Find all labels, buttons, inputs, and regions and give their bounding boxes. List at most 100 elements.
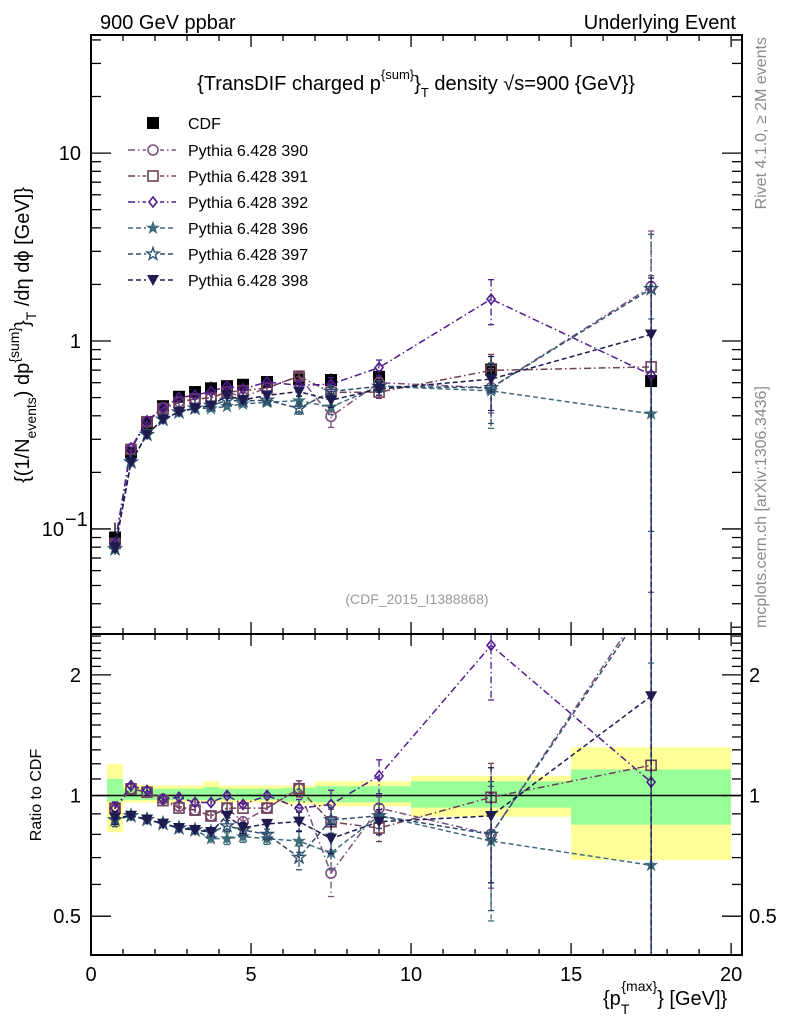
series-398-ratio-point	[237, 822, 250, 834]
series-398-ratio-point	[485, 810, 498, 822]
series-390-line	[114, 286, 652, 544]
series-396-ratio-point	[203, 831, 219, 845]
series-398-data-point	[125, 457, 138, 469]
series-392-ratio-point	[157, 792, 169, 806]
series-392-ratio-point	[173, 790, 185, 804]
y-axis-label: {(1/Nevents) dp{sum}}T /dη dϕ [GeV]}	[6, 187, 39, 483]
stat-uncertainty-band	[235, 788, 252, 800]
series-396-data-point	[219, 398, 235, 413]
series-397-data-point	[290, 399, 308, 416]
x-tick-label: 0	[85, 964, 96, 986]
series-391-ratio-point	[261, 802, 273, 814]
stat-uncertainty-band	[283, 787, 316, 802]
legend-label: Pythia 6.428 392	[188, 195, 308, 212]
series-398-data-point	[205, 400, 218, 412]
analysis-tag: (CDF_2015_I1388868)	[345, 591, 488, 607]
legend-marker	[145, 220, 161, 235]
rivet-version-text: Rivet 4.1.0, ≥ 2M events	[753, 37, 770, 209]
series-391-ratio-point	[205, 810, 217, 822]
legend: CDF Pythia 6.428 390 Pythia 6.428 391 Pythi…	[128, 116, 308, 290]
legend-item-390: Pythia 6.428 390	[128, 143, 308, 160]
series-398-ratio-point	[221, 810, 234, 822]
series-398-ratio-point	[645, 691, 658, 703]
series-398-data-point	[325, 395, 338, 407]
series-392-ratio-point	[374, 769, 385, 783]
series-398-data-point	[173, 407, 186, 419]
series-392-ratio-point	[238, 798, 249, 811]
ratio-y-tick-label-left: 2	[70, 665, 81, 687]
legend-item-398: Pythia 6.428 398	[128, 273, 308, 290]
series-392-data-point	[486, 292, 497, 306]
series-398-ratio-point	[109, 812, 122, 824]
y-tick-label: 10	[42, 519, 64, 541]
series-398	[109, 277, 658, 634]
y-tick-label: 1	[70, 331, 81, 353]
series-392-ratio-point	[222, 789, 233, 802]
legend-marker-bg	[146, 195, 160, 209]
series-392-line	[114, 298, 652, 544]
legend-item-392: Pythia 6.428 392	[128, 195, 308, 212]
series-398-ratio-point	[157, 818, 170, 830]
series-392-data-point	[125, 441, 137, 455]
y-tick-label: 10	[59, 143, 81, 165]
series-398-ratio-point	[373, 816, 386, 828]
series-397-ratio-line	[114, 634, 629, 859]
ratio-y-axis-label: Ratio to CDF	[28, 749, 45, 842]
series-397-ratio-point	[290, 848, 308, 865]
legend-label: Pythia 6.428 397	[188, 247, 308, 264]
series-396-ratio-point	[292, 833, 307, 848]
series-398-data-point	[293, 386, 306, 398]
series-398-data-point	[157, 414, 170, 426]
stat-uncertainty-band	[203, 787, 220, 800]
series-398-data-point	[141, 429, 154, 441]
ratio-y-tick-label-left: 1	[70, 786, 81, 808]
series-397-ratio-point	[482, 825, 500, 842]
series-392-ratio-line	[114, 644, 652, 809]
series-392-ratio-point	[125, 779, 137, 792]
x-tick-label: 10	[400, 964, 422, 986]
series-398-data-point	[237, 394, 250, 406]
legend-marker	[147, 275, 159, 286]
series-398-ratio-point	[325, 833, 338, 845]
stat-uncertainty-band	[107, 778, 124, 802]
ratio-y-tick-label-right: 1	[749, 786, 760, 808]
x-axis-label: {pT{max}} [GeV]}	[603, 978, 728, 1017]
series-398-ratio-point	[173, 823, 186, 835]
series-397-data-point	[258, 391, 276, 408]
x-tick-label: 5	[245, 964, 256, 986]
legend-label: CDF	[188, 116, 221, 133]
series-392-data-point	[173, 391, 185, 404]
series-398-ratio-point	[189, 824, 202, 836]
series-392-ratio-point	[486, 639, 497, 652]
legend-marker-bg	[146, 169, 160, 183]
series-390-ratio-point	[325, 867, 337, 879]
series-397-line	[114, 288, 652, 550]
series-398-data-point	[261, 390, 274, 402]
series-397-ratio-point	[218, 817, 236, 833]
legend-label: Pythia 6.428 396	[188, 221, 308, 238]
series-396	[107, 318, 659, 634]
series-398-data-point	[485, 374, 498, 386]
series-398-ratio-point	[125, 810, 138, 822]
series-391-ratio-point	[293, 782, 305, 795]
legend-marker	[147, 170, 159, 182]
series-397-ratio-point	[322, 811, 340, 827]
series-392-ratio-point	[262, 789, 273, 802]
series-396-ratio-point	[219, 831, 235, 845]
series-398-data-point	[645, 329, 658, 341]
series-392-ratio-point	[189, 796, 201, 809]
series-392-data-point	[141, 414, 153, 428]
stat-uncertainty-band	[187, 788, 204, 800]
header-left-label: 900 GeV ppbar	[100, 12, 236, 34]
series-cdf	[109, 358, 658, 555]
legend-item-396: Pythia 6.428 396	[128, 220, 308, 238]
top-panel-series	[106, 230, 660, 634]
legend-item-397: Pythia 6.428 397	[128, 245, 308, 264]
series-398-ratio-point	[205, 827, 218, 839]
series-398-ratio	[109, 634, 658, 955]
header-right-label: Underlying Event	[584, 12, 737, 34]
legend-marker	[147, 144, 159, 156]
series-398-ratio-point	[141, 814, 154, 826]
ratio-y-tick-label-right: 2	[749, 665, 760, 687]
